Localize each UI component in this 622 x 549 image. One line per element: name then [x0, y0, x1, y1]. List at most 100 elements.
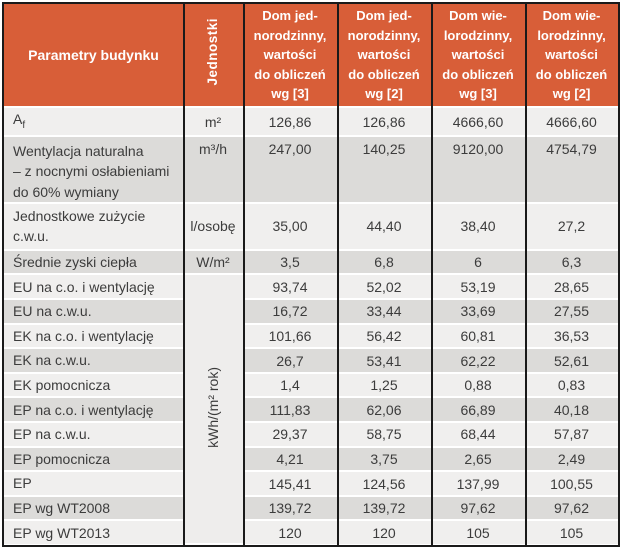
row-label: Jednostkowe zużycie c.w.u. — [4, 202, 183, 251]
value-cell: 40,18 — [525, 397, 618, 424]
value-cell: 93,74 — [243, 274, 337, 301]
value-cell: 100,55 — [525, 471, 618, 497]
value-cell: 0,88 — [431, 372, 525, 399]
row-label: EP na c.w.u. — [4, 422, 183, 448]
row-label: Wentylacja naturalna – z nocnymi osłabie… — [4, 136, 183, 204]
table-row-eu-co-went: EU na c.o. i wentylację kWh/(m² rok) 93,… — [4, 274, 618, 545]
value-cell: 35,00 — [243, 202, 337, 251]
row-label: EK pomocnicza — [4, 372, 183, 399]
value-cell: 38,40 — [431, 202, 525, 251]
value-cell: 62,22 — [431, 348, 525, 374]
row-label: EP pomocnicza — [4, 446, 183, 473]
value-cell: 28,65 — [525, 274, 618, 301]
table-row-srednie-zyski: Średnie zyski ciepła W/m² 3,5 6,8 6 6,3 — [4, 249, 618, 276]
row-label: EU na c.w.u. — [4, 299, 183, 325]
value-cell: 56,42 — [337, 323, 431, 350]
header-parametry-budynku: Parametry budynku — [4, 4, 183, 108]
kwh-rotated-label: kWh/(m² rok) — [205, 367, 221, 449]
header-dom-wielorodzinny-wg3: Dom wie- lorodzinny, wartości do oblicze… — [431, 4, 525, 108]
row-label: EP wg WT2008 — [4, 495, 183, 522]
value-cell: 68,44 — [431, 422, 525, 448]
value-cell: 124,56 — [337, 471, 431, 497]
jednostki-rotated-label: Jednostki — [204, 18, 220, 87]
value-cell: 2,49 — [525, 446, 618, 473]
table-row-wentylacja: Wentylacja naturalna – z nocnymi osłabie… — [4, 136, 618, 204]
value-cell: 120 — [243, 520, 337, 544]
header-dom-jednorodzinny-wg2: Dom jed- norodzinny, wartości do oblicze… — [337, 4, 431, 108]
value-cell: 111,83 — [243, 397, 337, 424]
row-label: EU na c.o. i wentylację — [4, 274, 183, 301]
value-cell: 36,53 — [525, 323, 618, 350]
value-cell: 105 — [431, 520, 525, 544]
value-cell: 101,66 — [243, 323, 337, 350]
value-cell: 140,25 — [337, 136, 431, 204]
value-cell: 105 — [525, 520, 618, 544]
value-cell: 33,44 — [337, 299, 431, 325]
value-cell: 97,62 — [525, 495, 618, 522]
value-cell: 6,8 — [337, 249, 431, 276]
table-row-ep-wt2013: EP wg WT2013 120 120 105 105 — [4, 520, 618, 544]
table-row-af: Af m² 126,86 126,86 4666,60 4666,60 — [4, 107, 618, 137]
value-cell: 2,65 — [431, 446, 525, 473]
header-dom-jednorodzinny-wg3: Dom jed- norodzinny, wartości do oblicze… — [243, 4, 337, 108]
value-cell: 139,72 — [243, 495, 337, 522]
value-cell: 4666,60 — [525, 107, 618, 137]
value-cell: 145,41 — [243, 471, 337, 497]
table-row-ep-cwu: EP na c.w.u. 29,37 58,75 68,44 57,87 — [4, 422, 618, 448]
value-cell: 57,87 — [525, 422, 618, 448]
value-cell: 0,83 — [525, 372, 618, 399]
merged-unit-cell: kWh/(m² rok) — [183, 274, 243, 545]
value-cell: 27,2 — [525, 202, 618, 251]
row-label: EK na c.w.u. — [4, 348, 183, 374]
table-row-ek-pomocnicza: EK pomocnicza 1,4 1,25 0,88 0,83 — [4, 372, 618, 399]
value-cell: 4666,60 — [431, 107, 525, 137]
value-cell: 6 — [431, 249, 525, 276]
value-cell: 247,00 — [243, 136, 337, 204]
row-label: Af — [4, 107, 183, 137]
table-row-ep-co-went: EP na c.o. i wentylację 111,83 62,06 66,… — [4, 397, 618, 424]
value-cell: 60,81 — [431, 323, 525, 350]
value-cell: 3,5 — [243, 249, 337, 276]
unit-cell: m² — [183, 107, 243, 137]
value-cell: 4,21 — [243, 446, 337, 473]
value-cell: 44,40 — [337, 202, 431, 251]
header-dom-wielorodzinny-wg2: Dom wie- lorodzinny, wartości do oblicze… — [525, 4, 618, 108]
subscript: f — [22, 120, 26, 132]
value-cell: 126,86 — [337, 107, 431, 137]
value-cell: 3,75 — [337, 446, 431, 473]
value-cell: 120 — [337, 520, 431, 544]
value-cell: 137,99 — [431, 471, 525, 497]
value-cell: 6,3 — [525, 249, 618, 276]
value-cell: 52,02 — [337, 274, 431, 301]
value-cell: 62,06 — [337, 397, 431, 424]
value-cell: 33,69 — [431, 299, 525, 325]
unit-cell: W/m² — [183, 249, 243, 276]
value-cell: 26,7 — [243, 348, 337, 374]
table-row-eu-cwu: EU na c.w.u. 16,72 33,44 33,69 27,55 — [4, 299, 618, 325]
header-jednostki: Jednostki — [183, 4, 243, 108]
table-row-ek-cwu: EK na c.w.u. 26,7 53,41 62,22 52,61 — [4, 348, 618, 374]
value-cell: 66,89 — [431, 397, 525, 424]
value-cell: 53,41 — [337, 348, 431, 374]
header-row: Parametry budynku Jednostki Dom jed- nor… — [4, 4, 618, 108]
value-cell: 27,55 — [525, 299, 618, 325]
value-cell: 126,86 — [243, 107, 337, 137]
unit-cell: l/osobę — [183, 202, 243, 251]
parameters-table: Parametry budynku Jednostki Dom jed- nor… — [4, 4, 618, 545]
value-cell: 53,19 — [431, 274, 525, 301]
value-cell: 4754,79 — [525, 136, 618, 204]
value-cell: 97,62 — [431, 495, 525, 522]
table-row-jednostkowe-zuzycie: Jednostkowe zużycie c.w.u. l/osobę 35,00… — [4, 202, 618, 251]
row-label: EP — [4, 471, 183, 497]
row-label: EP wg WT2013 — [4, 520, 183, 544]
row-label: Średnie zyski ciepła — [4, 249, 183, 276]
value-cell: 9120,00 — [431, 136, 525, 204]
value-cell: 52,61 — [525, 348, 618, 374]
value-cell: 58,75 — [337, 422, 431, 448]
value-cell: 139,72 — [337, 495, 431, 522]
value-cell: 1,25 — [337, 372, 431, 399]
value-cell: 1,4 — [243, 372, 337, 399]
table-row-ep: EP 145,41 124,56 137,99 100,55 — [4, 471, 618, 497]
unit-cell: m³/h — [183, 136, 243, 204]
